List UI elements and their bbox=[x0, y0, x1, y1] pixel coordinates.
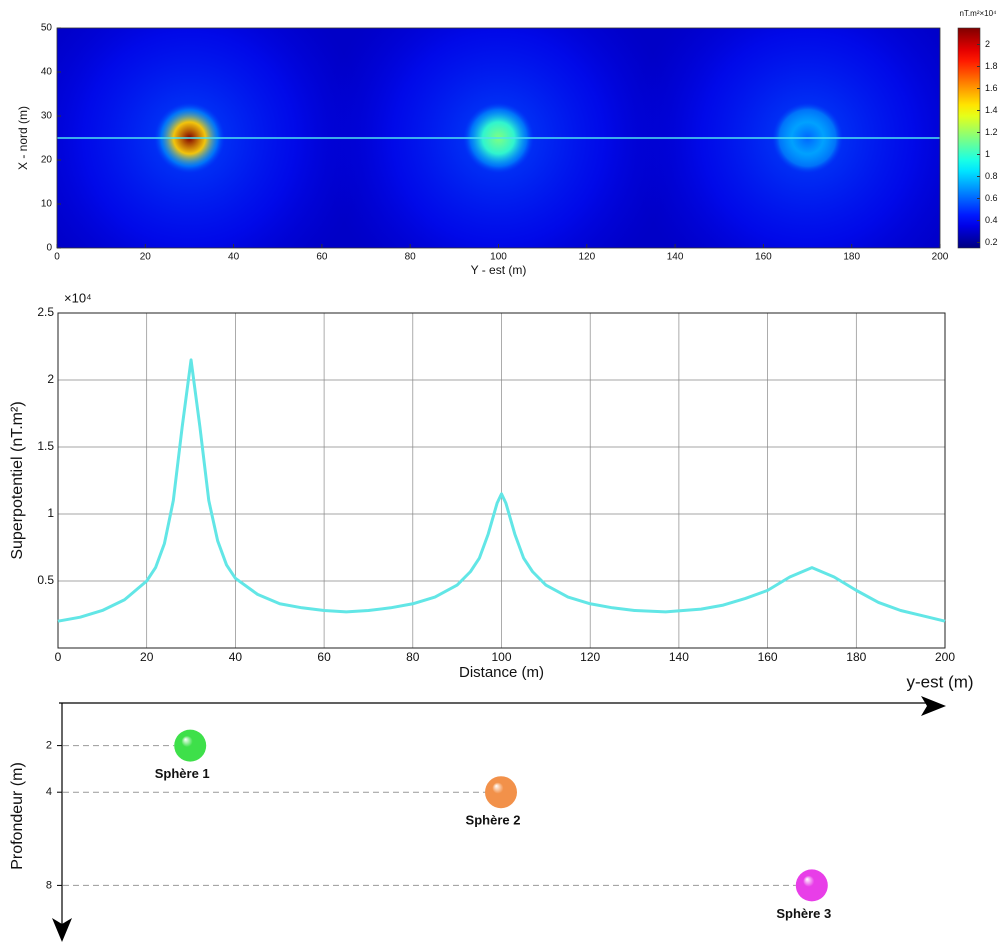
x-axis-arrow bbox=[921, 696, 946, 716]
x-tick-label: 180 bbox=[843, 252, 860, 263]
y-tick-label: 2.5 bbox=[37, 305, 54, 319]
y-tick-label: 20 bbox=[41, 155, 53, 166]
x-tick-label: 60 bbox=[316, 252, 328, 263]
y-axis-arrow bbox=[52, 918, 72, 942]
x-tick-label: 160 bbox=[755, 252, 772, 263]
x-tick-label: 100 bbox=[491, 650, 511, 664]
sphere-label: Sphère 1 bbox=[155, 766, 210, 781]
x-tick-label: 80 bbox=[406, 650, 420, 664]
x-tick-label: 20 bbox=[140, 252, 152, 263]
y-tick-label: 0 bbox=[46, 243, 52, 254]
x-axis-label: Distance (m) bbox=[459, 664, 544, 681]
colorbar-tick-label: 1.8 bbox=[985, 61, 998, 71]
y-multiplier: ×10⁴ bbox=[64, 290, 92, 305]
x-tick-label: 120 bbox=[580, 650, 600, 664]
y-tick-label: 30 bbox=[41, 111, 53, 122]
y-tick-label: 40 bbox=[41, 67, 53, 78]
sphere-label: Sphère 2 bbox=[466, 813, 521, 828]
y-tick-label: 1.5 bbox=[37, 439, 54, 453]
plot-frame bbox=[57, 312, 946, 649]
x-tick-label: 40 bbox=[229, 650, 243, 664]
y-tick-label: 0.5 bbox=[37, 573, 54, 587]
x-tick-label: 140 bbox=[669, 650, 689, 664]
x-axis-label: y-est (m) bbox=[906, 672, 973, 691]
data-line bbox=[57, 358, 946, 623]
colorbar-tick-label: 1.6 bbox=[985, 83, 998, 93]
x-tick-label: 100 bbox=[490, 252, 507, 263]
y-axis-label: Profondeur (m) bbox=[9, 762, 26, 870]
x-tick-label: 200 bbox=[932, 252, 949, 263]
colorbar-tick-label: 0.6 bbox=[985, 193, 998, 203]
x-tick-label: 0 bbox=[54, 252, 60, 263]
x-tick-label: 200 bbox=[935, 650, 955, 664]
colorbar-tick-label: 2 bbox=[985, 39, 990, 49]
y-tick-label: 2 bbox=[46, 740, 52, 752]
x-tick-label: 160 bbox=[758, 650, 778, 664]
colorbar-tick-label: 0.2 bbox=[985, 237, 998, 247]
colorbar-tick-label: 1.2 bbox=[985, 127, 998, 137]
colorbar-tick-label: 0.8 bbox=[985, 171, 998, 181]
x-axis-label: Y - est (m) bbox=[471, 263, 527, 277]
x-tick-label: 140 bbox=[667, 252, 684, 263]
x-tick-label: 40 bbox=[228, 252, 240, 263]
y-axis-label: X - nord (m) bbox=[16, 106, 30, 170]
y-tick-label: 8 bbox=[46, 879, 52, 891]
x-tick-label: 0 bbox=[55, 650, 62, 664]
colorbar-tick-label: 1 bbox=[985, 149, 990, 159]
sphere-label: Sphère 3 bbox=[776, 906, 831, 921]
y-tick-label: 1 bbox=[47, 506, 54, 520]
colorbar-tick-label: 0.4 bbox=[985, 215, 998, 225]
sphere bbox=[485, 776, 517, 809]
sphere bbox=[795, 869, 828, 902]
x-tick-label: 80 bbox=[405, 252, 417, 263]
colorbar-label: nT.m²×10⁴ bbox=[959, 9, 997, 18]
sphere bbox=[174, 729, 207, 762]
y-axis-label: Superpotentiel (nT.m²) bbox=[9, 401, 26, 559]
colorbar bbox=[957, 27, 981, 249]
colorbar-tick-label: 1.4 bbox=[985, 105, 998, 115]
y-tick-label: 2 bbox=[47, 372, 54, 386]
y-tick-label: 10 bbox=[41, 199, 53, 210]
x-tick-label: 60 bbox=[317, 650, 331, 664]
y-tick-label: 50 bbox=[41, 23, 53, 34]
y-tick-label: 4 bbox=[46, 786, 52, 798]
x-tick-label: 120 bbox=[578, 252, 595, 263]
x-tick-label: 20 bbox=[140, 650, 154, 664]
x-tick-label: 180 bbox=[846, 650, 866, 664]
